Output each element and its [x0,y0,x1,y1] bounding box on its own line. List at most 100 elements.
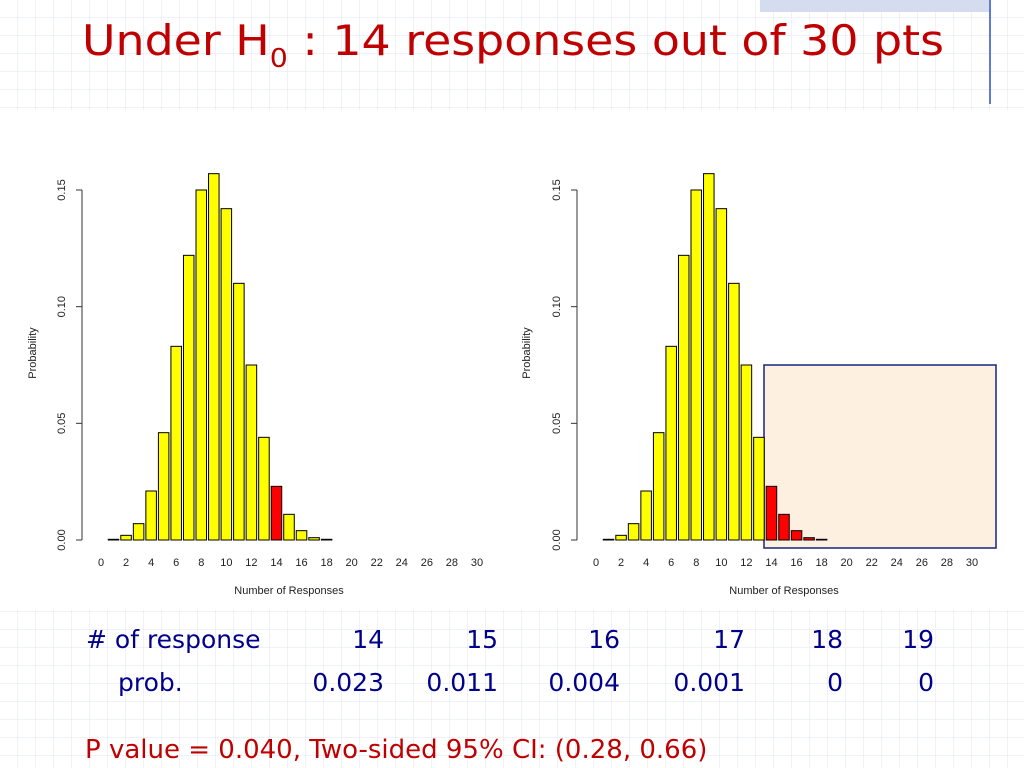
x-tick-label: 8 [693,557,699,569]
bar [765,485,778,541]
title-subscript: 0 [270,44,288,74]
y-tick-label: 0.10 [551,296,563,317]
x-tick-label: 6 [173,557,179,569]
table-cell: 0.023 [312,668,384,697]
x-tick-label: 2 [618,557,624,569]
x-tick-label: 28 [941,557,953,569]
bar [195,189,208,541]
x-axis-label: Number of Responses [234,585,344,597]
x-tick-label: 0 [593,557,599,569]
bar [778,513,790,541]
table-cell: 0 [827,668,843,697]
x-tick-label: 2 [123,557,129,569]
y-tick-label: 0.15 [56,179,68,200]
x-tick-label: 18 [320,557,332,569]
bar [790,530,803,541]
bar [258,436,270,541]
x-axis-label: Number of Responses [729,585,839,597]
row-header: prob. [118,668,183,697]
title-text: : 14 responses out of 30 pts [288,16,944,65]
x-tick-label: 12 [740,557,752,569]
bar [208,173,220,541]
table-cell: 0.011 [426,668,498,697]
x-tick-label: 30 [471,557,483,569]
y-tick-label: 0.05 [551,413,563,434]
highlight-box [763,364,997,549]
bar [132,523,145,541]
bar [182,254,195,541]
bar [627,523,640,541]
bar [320,538,333,541]
x-tick-label: 4 [643,557,649,569]
bar [665,345,677,541]
bar [715,208,728,541]
bar [107,538,120,541]
bar [270,485,283,541]
bar [815,538,828,541]
x-tick-label: 22 [371,557,383,569]
bar [677,254,690,541]
table-cell: 0.004 [548,668,620,697]
table-cell: 16 [588,625,620,654]
bar [170,345,182,541]
y-axis-label: Probability [521,327,533,379]
title-text: Under H [82,16,270,65]
x-tick-label: 4 [148,557,154,569]
x-tick-label: 20 [346,557,358,569]
table-cell: 15 [466,625,498,654]
bar [233,282,245,541]
x-tick-label: 22 [866,557,878,569]
y-tick-label: 0.00 [551,529,563,550]
bar [157,432,170,541]
y-tick-label: 0.05 [56,413,68,434]
x-tick-label: 10 [715,557,727,569]
table-cell: 18 [811,625,843,654]
x-tick-label: 26 [421,557,433,569]
bar [245,364,258,541]
y-tick-label: 0.10 [56,296,68,317]
x-tick-label: 12 [245,557,257,569]
bar [308,537,320,541]
x-tick-label: 6 [668,557,674,569]
row-header: # of response [86,625,261,654]
bar [283,513,295,541]
bar [740,364,753,541]
x-tick-label: 16 [295,557,307,569]
x-tick-label: 10 [220,557,232,569]
x-tick-label: 28 [446,557,458,569]
x-tick-label: 20 [841,557,853,569]
decoration [760,0,990,12]
bar [120,534,132,541]
x-tick-label: 14 [765,557,777,569]
x-tick-label: 24 [891,557,903,569]
y-axis-label: Probability [27,327,39,379]
y-tick-label: 0.15 [551,179,563,200]
table-cell: 19 [902,625,934,654]
x-tick-label: 0 [98,557,104,569]
x-tick-label: 26 [916,557,928,569]
x-tick-label: 8 [198,557,204,569]
bar [220,208,233,541]
bar [295,530,308,541]
table-cell: 0.001 [673,668,745,697]
bar [145,490,157,541]
bar [753,436,765,541]
table-cell: 17 [713,625,745,654]
bar [690,189,703,541]
bar [803,537,815,541]
table-cell: 14 [352,625,384,654]
x-tick-label: 24 [396,557,408,569]
p-value-note: P value = 0.040, Two-sided 95% CI: (0.28… [85,735,707,765]
x-tick-label: 30 [966,557,978,569]
x-tick-label: 16 [790,557,802,569]
bar [640,490,652,541]
x-tick-label: 14 [270,557,282,569]
bar [728,282,740,541]
bar [703,173,715,541]
bar [602,538,615,541]
x-tick-label: 18 [815,557,827,569]
y-tick-label: 0.00 [56,529,68,550]
bar [652,432,665,541]
